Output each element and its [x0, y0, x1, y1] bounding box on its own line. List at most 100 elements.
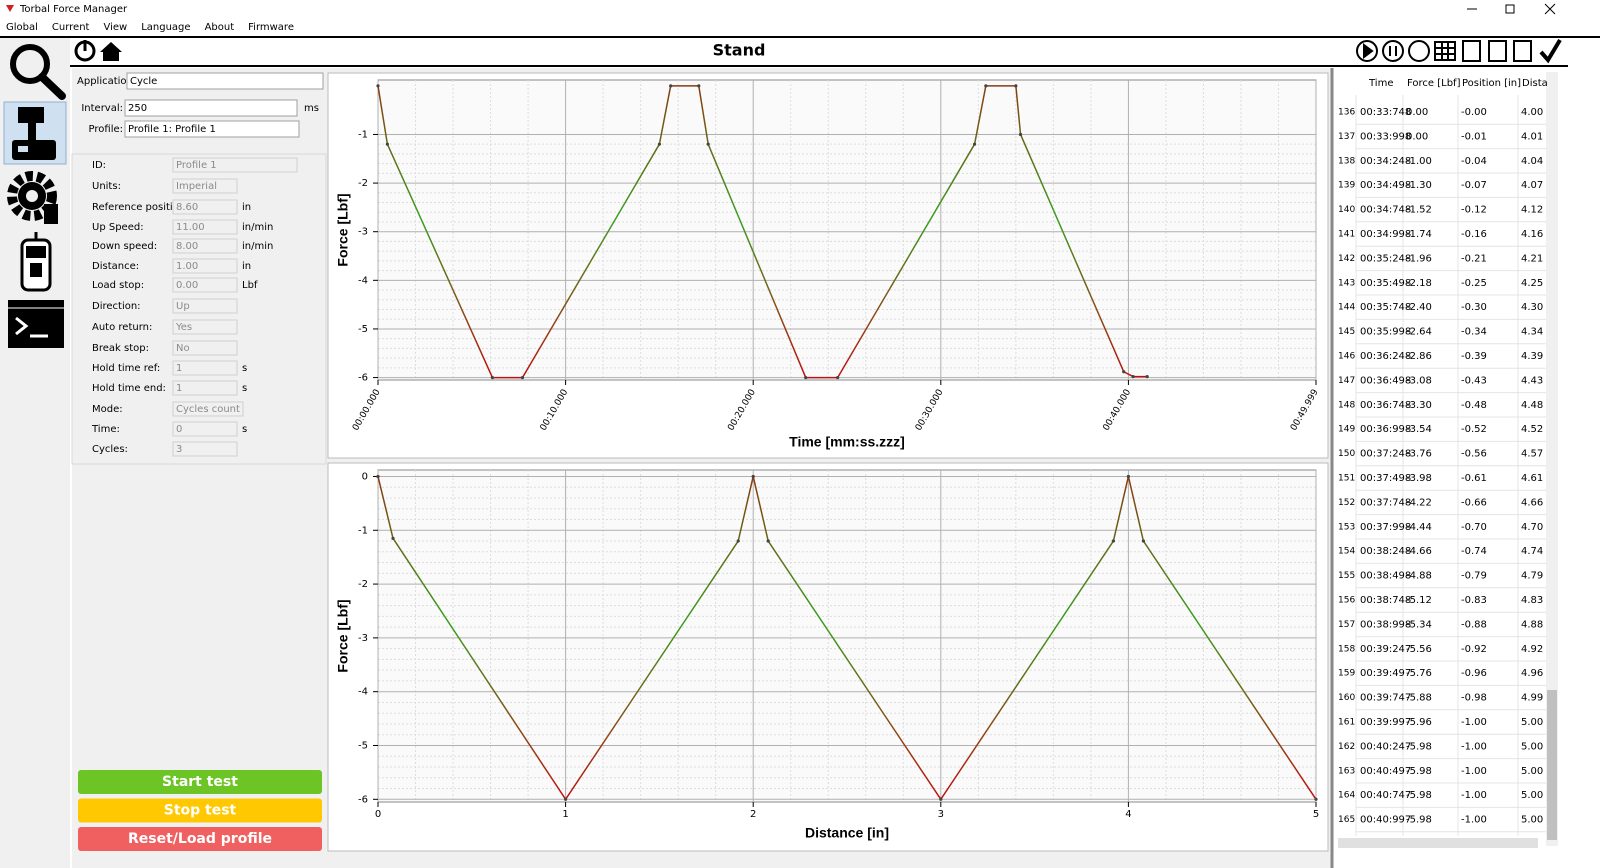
app-icon	[6, 5, 14, 12]
input-box[interactable]	[172, 178, 238, 194]
scrollbar[interactable]	[1546, 72, 1558, 846]
table-cell: 00:36:998	[1360, 424, 1411, 435]
field-label: Up Speed:	[92, 222, 144, 233]
table-cell: -0.70	[1461, 522, 1487, 533]
table-cell: 00:39:247	[1360, 644, 1411, 655]
input-box[interactable]	[124, 120, 300, 138]
table-cell: -5.98	[1406, 815, 1432, 826]
input-box[interactable]	[172, 199, 238, 215]
table-cell: -0.96	[1461, 668, 1487, 679]
data-point	[1131, 374, 1135, 379]
table-cell: -5.98	[1406, 741, 1432, 752]
table-cell: 4.52	[1521, 424, 1543, 435]
table-cell: 00:39:997	[1360, 717, 1411, 728]
input-box[interactable]	[172, 298, 238, 314]
menu-item[interactable]: Language	[141, 22, 190, 33]
data-point	[972, 142, 977, 146]
menu-item[interactable]: Global	[6, 22, 38, 33]
pause-button[interactable]	[1382, 40, 1404, 62]
input-box[interactable]	[172, 219, 238, 235]
table-cell: -0.01	[1461, 131, 1487, 142]
input-box[interactable]	[172, 340, 238, 356]
input-box[interactable]	[172, 258, 238, 274]
field-unit: Lbf	[242, 280, 258, 291]
table-cell: 00:38:748	[1360, 595, 1411, 606]
action-button[interactable]	[78, 827, 322, 851]
close-button[interactable]	[1544, 3, 1556, 15]
search-icon[interactable]	[10, 44, 66, 100]
settings-icon[interactable]	[7, 171, 58, 224]
pdf-button[interactable]	[1462, 40, 1481, 62]
table-button[interactable]	[1434, 41, 1456, 61]
play-button[interactable]	[1356, 40, 1378, 62]
home-button[interactable]	[100, 42, 122, 61]
export2-button[interactable]	[1513, 40, 1532, 62]
x-axis-label: Time [mm:ss.zzz]	[789, 434, 905, 450]
field-label: Auto return:	[92, 322, 152, 333]
y-tick-label: -2	[358, 579, 368, 590]
plot-area	[377, 79, 1317, 381]
clear-button[interactable]	[1539, 38, 1562, 64]
field-value: 3	[176, 444, 182, 455]
table-cell: 5.00	[1521, 766, 1543, 777]
gauge-icon[interactable]	[20, 232, 52, 292]
y-tick-label: -1	[358, 129, 368, 140]
field-label: Time:	[91, 424, 120, 435]
table-cell: -1.00	[1461, 717, 1487, 728]
input-box[interactable]	[172, 421, 238, 437]
table-cell: 4.99	[1521, 693, 1543, 704]
terminal-icon[interactable]	[8, 300, 64, 348]
input-box[interactable]	[172, 157, 298, 173]
y-tick-label: -6	[358, 373, 368, 384]
menu-item[interactable]: Firmware	[248, 22, 294, 33]
table-cell: -0.04	[1461, 156, 1487, 167]
table-cell: 5.00	[1521, 815, 1543, 826]
table-cell: 4.30	[1521, 302, 1543, 313]
scrollbar-thumb[interactable]	[1547, 690, 1557, 840]
y-tick-label: -1	[358, 525, 368, 536]
input-box[interactable]	[172, 319, 238, 335]
action-button[interactable]	[78, 770, 322, 794]
field-unit: s	[242, 363, 247, 374]
input-box[interactable]	[172, 277, 238, 293]
menu-item[interactable]: Current	[52, 22, 90, 33]
table-cell: -1.00	[1406, 156, 1432, 167]
table-cell: -5.76	[1406, 668, 1432, 679]
input-box[interactable]	[172, 441, 238, 457]
menu-item[interactable]: About	[205, 22, 235, 33]
data-point	[697, 84, 701, 88]
row-number: 140	[1338, 205, 1355, 215]
table-cell: -3.30	[1406, 400, 1432, 411]
input-box[interactable]	[172, 401, 244, 417]
table-cell: -0.00	[1461, 107, 1487, 118]
row-number: 161	[1338, 718, 1355, 728]
data-point	[1018, 132, 1023, 137]
table-cell: 00:38:248	[1360, 546, 1411, 557]
action-button[interactable]	[78, 798, 322, 823]
field-label: Load stop:	[92, 280, 144, 291]
row-number: 148	[1338, 400, 1355, 410]
field-value: 1	[176, 383, 182, 394]
table-cell: 00:37:248	[1360, 449, 1411, 460]
x-tick-label: 5	[1313, 809, 1319, 820]
menu-item[interactable]: View	[103, 22, 127, 33]
h-scrollbar[interactable]	[1338, 838, 1538, 848]
table-cell: 00:35:498	[1360, 278, 1411, 289]
window-controls[interactable]	[1467, 3, 1556, 15]
reset-button[interactable]	[1408, 40, 1430, 62]
table-cell: 4.61	[1521, 473, 1543, 484]
input-box[interactable]	[124, 99, 298, 117]
input-box[interactable]	[172, 238, 238, 254]
data-point	[669, 84, 673, 88]
input-box[interactable]	[126, 72, 324, 90]
export-button[interactable]	[1488, 40, 1507, 62]
field-value: Imperial	[176, 181, 217, 192]
x-tick-label: 3	[938, 809, 944, 820]
input-box[interactable]	[172, 380, 238, 396]
row-number: 152	[1338, 498, 1355, 508]
field-value: 8.60	[176, 202, 198, 213]
maximize-button[interactable]	[1505, 4, 1515, 14]
row-number: 157	[1338, 620, 1355, 630]
table-cell: -3.98	[1406, 473, 1432, 484]
input-box[interactable]	[172, 360, 238, 376]
